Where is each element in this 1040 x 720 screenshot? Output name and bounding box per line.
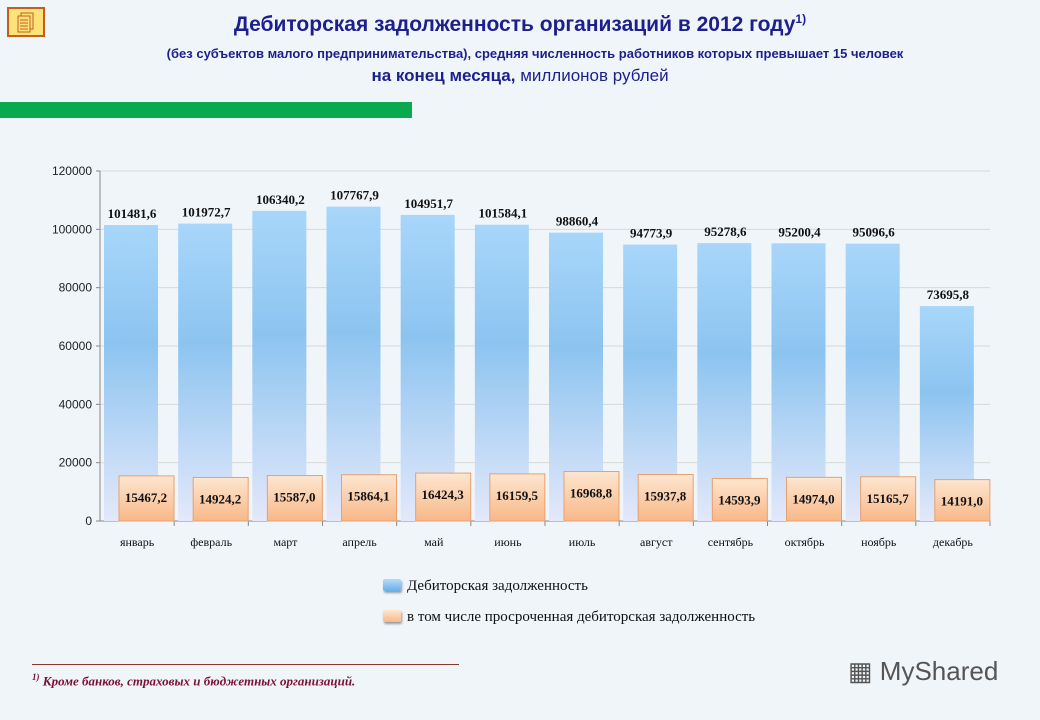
x-tick-label: ноябрь <box>861 535 897 549</box>
bar-overdue <box>118 475 175 522</box>
y-tick-label: 60000 <box>59 339 93 353</box>
x-tick-label: февраль <box>190 535 232 549</box>
data-label-receivables: 95096,6 <box>853 225 896 240</box>
data-label-overdue: 14191,0 <box>941 494 983 509</box>
data-label-receivables: 101972,7 <box>182 205 231 220</box>
bar-overdue <box>637 474 694 522</box>
bar-overdue <box>489 473 546 522</box>
footnote-mark: 1) <box>32 672 40 682</box>
bar-overdue <box>341 474 397 522</box>
bar-receivables <box>697 243 752 522</box>
legend-item-receivables: Дебиторская задолженность <box>383 578 588 595</box>
data-label-overdue: 16159,5 <box>496 488 539 503</box>
bar-receivables <box>474 224 529 521</box>
x-tick-label: июнь <box>494 535 522 549</box>
data-label-overdue: 14924,2 <box>199 491 241 506</box>
data-label-receivables: 73695,8 <box>927 287 970 302</box>
units-bold: на конец месяца, <box>371 66 516 85</box>
data-label-overdue: 16968,8 <box>570 486 613 501</box>
data-label-receivables: 98860,4 <box>556 214 599 229</box>
legend-item-overdue: в том числе просроченная дебиторская зад… <box>383 609 755 626</box>
bar-overdue <box>711 477 768 522</box>
units-subtitle: на конец месяца, миллионов рублей <box>0 66 1040 86</box>
data-label-receivables: 106340,2 <box>256 192 305 207</box>
y-tick-label: 0 <box>85 514 92 528</box>
bar-receivables <box>845 243 900 521</box>
data-label-receivables: 101584,1 <box>478 206 527 221</box>
legend-swatch-orange <box>383 610 401 622</box>
title-note: 1) <box>795 12 807 26</box>
x-tick-label: сентябрь <box>708 535 754 549</box>
data-label-receivables: 101481,6 <box>108 206 157 221</box>
page-title: Дебиторская задолженность организаций в … <box>0 12 1040 37</box>
x-tick-label: март <box>273 535 298 549</box>
x-tick-label: апрель <box>342 535 377 549</box>
bar-receivables <box>326 206 381 522</box>
y-tick-label: 40000 <box>59 397 93 411</box>
data-label-receivables: 94773,9 <box>630 226 673 241</box>
x-tick-label: январь <box>120 535 155 549</box>
data-label-overdue: 15165,7 <box>867 491 910 506</box>
bar-overdue <box>563 471 620 522</box>
data-label-receivables: 95200,4 <box>778 224 821 239</box>
footnote: 1) Кроме банков, страховых и бюджетных о… <box>32 672 355 689</box>
y-tick-label: 20000 <box>59 456 93 470</box>
units-text: миллионов рублей <box>515 66 669 85</box>
bar-receivables <box>771 243 826 522</box>
data-label-overdue: 14593,9 <box>718 492 761 507</box>
bar-receivables <box>104 225 158 521</box>
y-tick-label: 80000 <box>59 281 93 295</box>
legend-swatch-blue <box>383 579 401 591</box>
title-text: Дебиторская задолженность организаций в … <box>233 13 796 36</box>
bar-receivables <box>178 223 233 521</box>
footnote-divider <box>32 664 459 665</box>
legend-label: в том числе просроченная дебиторская зад… <box>407 609 756 625</box>
data-label-receivables: 104951,7 <box>404 196 453 211</box>
x-tick-label: август <box>640 535 673 549</box>
data-label-overdue: 16424,3 <box>422 487 465 502</box>
bar-overdue <box>266 475 323 522</box>
bar-receivables <box>252 210 307 522</box>
bar-overdue <box>415 472 472 522</box>
watermark-text: MyShared <box>879 656 999 686</box>
x-tick-label: июль <box>569 535 596 549</box>
green-divider <box>0 102 412 118</box>
subtitle: (без субъектов малого предпринимательств… <box>166 46 904 61</box>
data-label-overdue: 15467,2 <box>125 490 167 505</box>
bar-overdue <box>860 476 917 522</box>
data-label-overdue: 14974,0 <box>792 491 834 506</box>
x-tick-label: май <box>424 535 444 549</box>
watermark-logo: ▦ MyShared <box>848 656 999 686</box>
bar-receivables <box>400 214 455 521</box>
x-tick-label: декабрь <box>933 535 974 549</box>
data-label-receivables: 95278,6 <box>704 224 747 239</box>
footnote-text: Кроме банков, страховых и бюджетных орга… <box>39 673 356 689</box>
x-tick-label: октябрь <box>785 535 825 549</box>
data-label-overdue: 15587,0 <box>273 490 315 505</box>
legend-label: Дебиторская задолженность <box>407 578 588 594</box>
bar-overdue <box>934 479 991 522</box>
data-label-overdue: 15864,1 <box>347 489 389 504</box>
data-label-receivables: 107767,9 <box>330 188 379 203</box>
bar-overdue <box>786 476 842 522</box>
y-tick-label: 100000 <box>52 222 92 236</box>
data-label-overdue: 15937,8 <box>644 489 687 504</box>
y-tick-label: 120000 <box>52 164 92 178</box>
bar-overdue <box>192 476 249 522</box>
bar-chart: 0 20000 40000 60000 80000 100000 120000 январь 1… <box>52 164 991 549</box>
document-icon[interactable] <box>7 7 45 37</box>
